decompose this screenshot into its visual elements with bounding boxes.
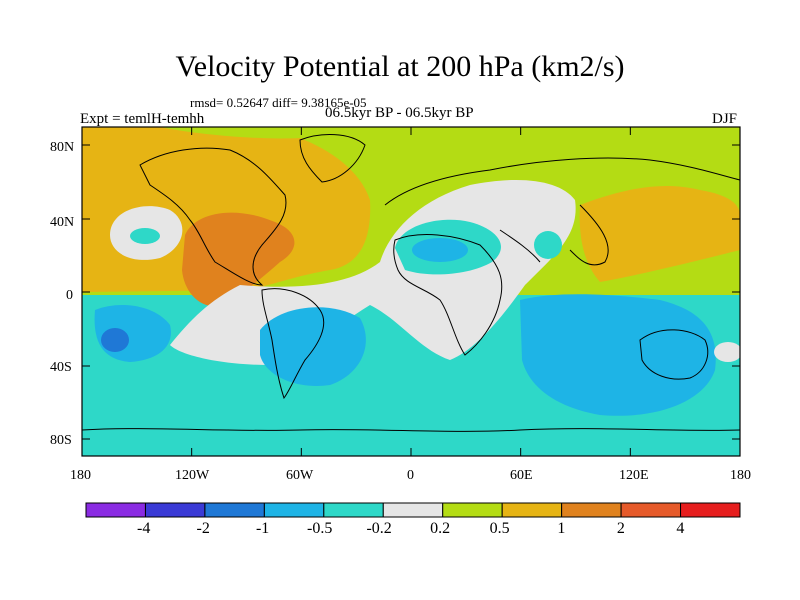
stats-label: rmsd= 0.52647 diff= 9.38165e-05: [190, 95, 367, 110]
colorbar-swatch: [382, 502, 444, 518]
colorbar-swatch: [144, 502, 206, 518]
colorbar: [85, 502, 741, 518]
colorbar-label: 4: [676, 520, 685, 537]
colorbar-label: -0.5: [307, 520, 333, 537]
lat-tick-label: 80N: [50, 140, 75, 155]
colorbar-swatch: [204, 502, 265, 518]
chart-title: Velocity Potential at 200 hPa (km2/s): [175, 50, 625, 83]
lon-tick-label: 120E: [619, 468, 649, 483]
colorbar-label: 0.2: [430, 520, 451, 537]
lon-tick-label: 180: [730, 468, 751, 483]
colorbar-swatch: [263, 502, 325, 518]
lat-tick-label: 40N: [50, 215, 75, 230]
lon-tick-label: 120W: [175, 468, 210, 483]
lon-tick-label: 60W: [286, 468, 314, 483]
field-region-blue-med: [412, 238, 468, 262]
colorbar-swatch: [501, 502, 563, 518]
colorbar-swatch: [680, 502, 741, 518]
field-region-white-australia: [714, 342, 740, 362]
colorbar-label: -0.2: [366, 520, 392, 537]
colorbar-label: 2: [616, 520, 625, 537]
velocity-potential-field: [82, 127, 740, 456]
colorbar-label: -4: [137, 520, 151, 537]
colorbar-swatch: [442, 502, 503, 518]
lon-tick-label: 60E: [510, 468, 533, 483]
period-label: 06.5kyr BP - 06.5kyr BP: [325, 105, 474, 121]
field-region-deepblue-pacific: [101, 328, 129, 352]
field-region-darkorange: [182, 212, 295, 307]
lat-tick-label: 80S: [50, 433, 72, 448]
field-region-orange-east: [579, 185, 740, 282]
field-region-cyan-pacific: [130, 228, 160, 244]
experiment-label: Expt = temlH-temhh: [80, 111, 205, 127]
colorbar-swatch: [620, 502, 682, 518]
lat-tick-label: 40S: [50, 360, 72, 375]
colorbar-swatch: [85, 502, 146, 518]
colorbar-label: -1: [255, 520, 270, 537]
lon-tick-label: 180: [70, 468, 91, 483]
field-region-blue-atlantic: [260, 307, 366, 386]
field-region-blue-indian: [520, 294, 716, 416]
season-label: DJF: [712, 111, 738, 127]
lon-tick-label: 0: [407, 468, 414, 483]
tick-marks: [81, 127, 741, 456]
colorbar-label: 0.5: [489, 520, 510, 537]
coastlines: [82, 134, 740, 432]
lat-tick-label: 0: [66, 288, 73, 303]
colorbar-swatch: [323, 502, 384, 518]
colorbar-label: 1: [557, 520, 566, 537]
field-region-cyan-arabia: [534, 231, 562, 259]
colorbar-label: -2: [196, 520, 210, 537]
colorbar-swatch: [561, 502, 622, 518]
